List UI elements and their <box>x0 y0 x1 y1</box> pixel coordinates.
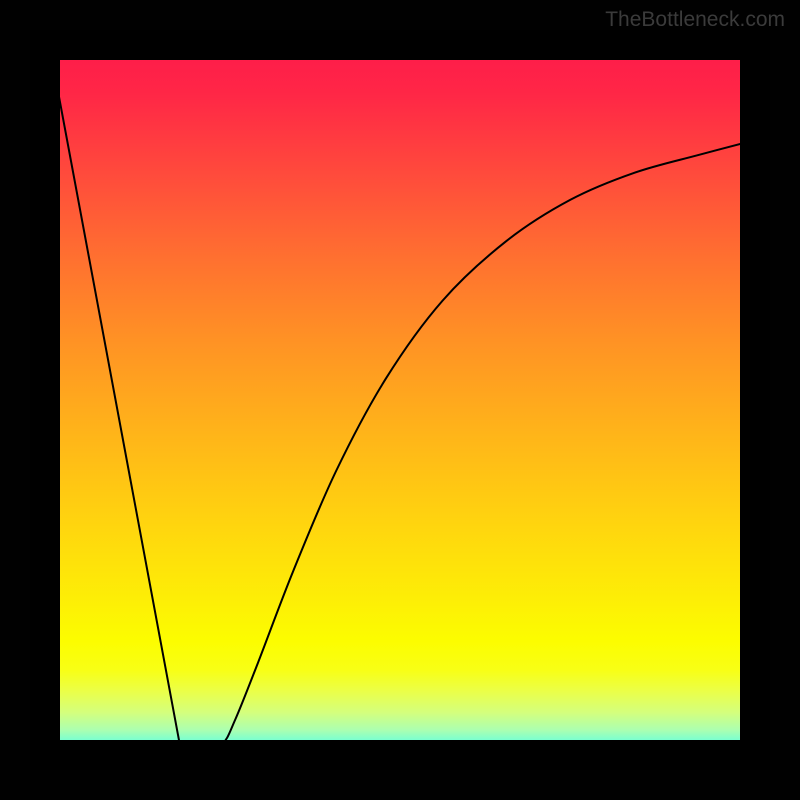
chart-container: TheBottleneck.com <box>0 0 800 800</box>
watermark-text: TheBottleneck.com <box>605 8 785 32</box>
gradient-plot-area <box>45 45 755 755</box>
chart-svg <box>0 0 800 800</box>
